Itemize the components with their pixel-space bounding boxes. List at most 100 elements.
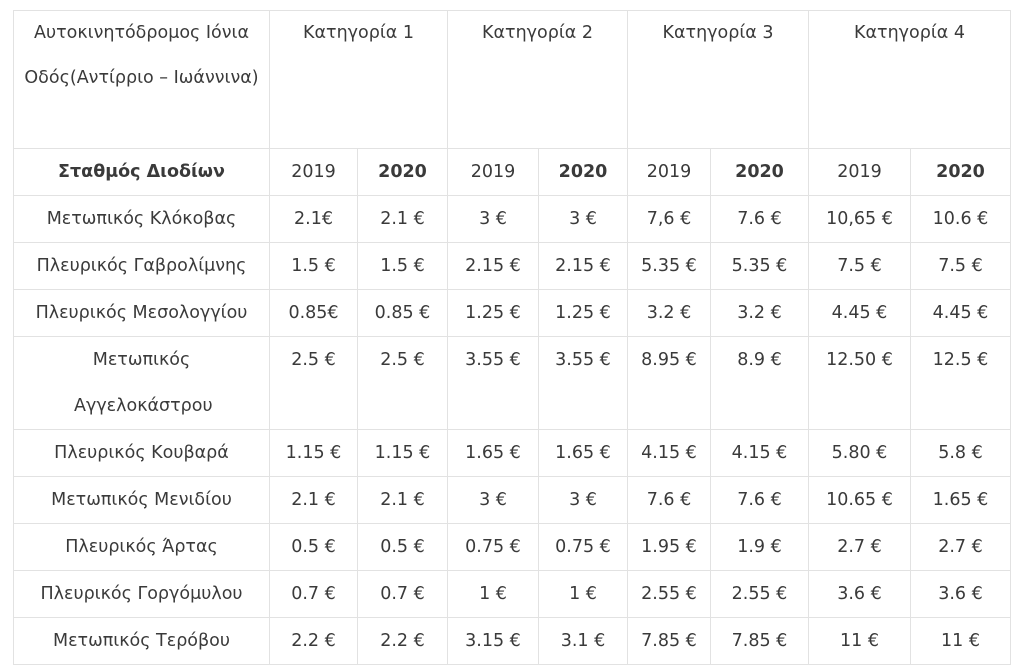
price-cell: 1.15 € bbox=[357, 429, 448, 477]
price-cell: 1.65 € bbox=[910, 476, 1011, 524]
price-cell: 0.85 € bbox=[357, 289, 448, 337]
table-row: Μετωπικός Τερόβου 2.2 € 2.2 € 3.15 € 3.1… bbox=[13, 617, 1011, 665]
price-cell: 0.7 € bbox=[269, 570, 358, 618]
price-cell: 3.2 € bbox=[710, 289, 809, 337]
price-cell: 4.45 € bbox=[808, 289, 911, 337]
price-cell: 2.5 € bbox=[269, 336, 358, 430]
year-cell: 2020 bbox=[357, 148, 448, 196]
price-cell: 5.80 € bbox=[808, 429, 911, 477]
price-cell: 3.6 € bbox=[808, 570, 911, 618]
price-cell: 1.65 € bbox=[538, 429, 628, 477]
price-cell: 3 € bbox=[447, 476, 539, 524]
price-cell: 2.55 € bbox=[627, 570, 711, 618]
table-row: Πλευρικός Γοργόμυλου 0.7 € 0.7 € 1 € 1 €… bbox=[13, 570, 1011, 618]
table-row: Μετωπικός Αγγελοκάστρου 2.5 € 2.5 € 3.55… bbox=[13, 336, 1011, 430]
price-cell: 7,6 € bbox=[627, 195, 711, 243]
price-cell: 3.6 € bbox=[910, 570, 1011, 618]
price-cell: 1.25 € bbox=[538, 289, 628, 337]
price-cell: 4.15 € bbox=[627, 429, 711, 477]
station-name: Πλευρικός Γοργόμυλου bbox=[13, 570, 270, 618]
price-cell: 7.85 € bbox=[627, 617, 711, 665]
table-row: Πλευρικός Γαβρολίμνης 1.5 € 1.5 € 2.15 €… bbox=[13, 242, 1011, 290]
price-cell: 5.35 € bbox=[710, 242, 809, 290]
price-cell: 3.2 € bbox=[627, 289, 711, 337]
price-cell: 2.1 € bbox=[357, 476, 448, 524]
price-cell: 12.50 € bbox=[808, 336, 911, 430]
table-row: Πλευρικός Άρτας 0.5 € 0.5 € 0.75 € 0.75 … bbox=[13, 523, 1011, 571]
category-2-header: Κατηγορία 2 bbox=[447, 10, 628, 149]
price-cell: 2.7 € bbox=[808, 523, 911, 571]
station-name: Μετωπικός Κλόκοβας bbox=[13, 195, 270, 243]
price-cell: 2.2 € bbox=[269, 617, 358, 665]
price-cell: 3.1 € bbox=[538, 617, 628, 665]
station-name: Μετωπικός Μενιδίου bbox=[13, 476, 270, 524]
station-name: Πλευρικός Γαβρολίμνης bbox=[13, 242, 270, 290]
price-cell: 10,65 € bbox=[808, 195, 911, 243]
price-cell: 1 € bbox=[538, 570, 628, 618]
station-name: Μετωπικός Αγγελοκάστρου bbox=[13, 336, 270, 430]
price-cell: 3.55 € bbox=[538, 336, 628, 430]
price-cell: 1.5 € bbox=[269, 242, 358, 290]
price-cell: 0.75 € bbox=[538, 523, 628, 571]
price-cell: 2.55 € bbox=[710, 570, 809, 618]
price-cell: 10.6 € bbox=[910, 195, 1011, 243]
price-cell: 12.5 € bbox=[910, 336, 1011, 430]
table-row: Μετωπικός Μενιδίου 2.1 € 2.1 € 3 € 3 € 7… bbox=[13, 476, 1011, 524]
price-cell: 1.25 € bbox=[447, 289, 539, 337]
table-row: Πλευρικός Κουβαρά 1.15 € 1.15 € 1.65 € 1… bbox=[13, 429, 1011, 477]
price-cell: 7.85 € bbox=[710, 617, 809, 665]
price-cell: 1.9 € bbox=[710, 523, 809, 571]
year-cell: 2019 bbox=[447, 148, 539, 196]
station-name: Πλευρικός Άρτας bbox=[13, 523, 270, 571]
motorway-title: Αυτοκινητόδρομος Ιόνια Οδός(Αντίρριο – Ι… bbox=[13, 10, 270, 149]
year-cell: 2020 bbox=[710, 148, 809, 196]
price-cell: 7.5 € bbox=[910, 242, 1011, 290]
price-cell: 2.15 € bbox=[538, 242, 628, 290]
price-cell: 11 € bbox=[910, 617, 1011, 665]
year-cell: 2019 bbox=[269, 148, 358, 196]
toll-price-table: Αυτοκινητόδρομος Ιόνια Οδός(Αντίρριο – Ι… bbox=[13, 10, 1011, 665]
price-cell: 2.7 € bbox=[910, 523, 1011, 571]
price-cell: 3 € bbox=[538, 195, 628, 243]
station-name: Μετωπικός Τερόβου bbox=[13, 617, 270, 665]
year-cell: 2020 bbox=[538, 148, 628, 196]
price-cell: 5.35 € bbox=[627, 242, 711, 290]
table-row: Μετωπικός Κλόκοβας 2.1€ 2.1 € 3 € 3 € 7,… bbox=[13, 195, 1011, 243]
price-cell: 7.6 € bbox=[710, 195, 809, 243]
station-name: Πλευρικός Κουβαρά bbox=[13, 429, 270, 477]
price-cell: 2.1 € bbox=[357, 195, 448, 243]
price-cell: 4.45 € bbox=[910, 289, 1011, 337]
price-cell: 0.7 € bbox=[357, 570, 448, 618]
station-column-header: Σταθμός Διοδίων bbox=[13, 148, 270, 196]
price-cell: 8.9 € bbox=[710, 336, 809, 430]
year-cell: 2019 bbox=[627, 148, 711, 196]
price-cell: 1 € bbox=[447, 570, 539, 618]
price-cell: 11 € bbox=[808, 617, 911, 665]
station-name: Πλευρικός Μεσολογγίου bbox=[13, 289, 270, 337]
price-cell: 1.5 € bbox=[357, 242, 448, 290]
category-1-header: Κατηγορία 1 bbox=[269, 10, 448, 149]
price-cell: 10.65 € bbox=[808, 476, 911, 524]
price-cell: 1.65 € bbox=[447, 429, 539, 477]
price-cell: 0.5 € bbox=[269, 523, 358, 571]
table-row: Πλευρικός Μεσολογγίου 0.85€ 0.85 € 1.25 … bbox=[13, 289, 1011, 337]
price-cell: 3.55 € bbox=[447, 336, 539, 430]
price-cell: 2.5 € bbox=[357, 336, 448, 430]
price-cell: 0.5 € bbox=[357, 523, 448, 571]
price-cell: 7.5 € bbox=[808, 242, 911, 290]
price-cell: 5.8 € bbox=[910, 429, 1011, 477]
year-header-row: Σταθμός Διοδίων 2019 2020 2019 2020 2019… bbox=[13, 148, 1011, 196]
price-cell: 2.1 € bbox=[269, 476, 358, 524]
price-cell: 3 € bbox=[447, 195, 539, 243]
category-3-header: Κατηγορία 3 bbox=[627, 10, 809, 149]
price-cell: 0.75 € bbox=[447, 523, 539, 571]
year-cell: 2019 bbox=[808, 148, 911, 196]
price-cell: 7.6 € bbox=[627, 476, 711, 524]
price-cell: 8.95 € bbox=[627, 336, 711, 430]
price-cell: 3 € bbox=[538, 476, 628, 524]
category-header-row: Αυτοκινητόδρομος Ιόνια Οδός(Αντίρριο – Ι… bbox=[13, 10, 1011, 149]
category-4-header: Κατηγορία 4 bbox=[808, 10, 1011, 149]
price-cell: 2.2 € bbox=[357, 617, 448, 665]
price-cell: 7.6 € bbox=[710, 476, 809, 524]
